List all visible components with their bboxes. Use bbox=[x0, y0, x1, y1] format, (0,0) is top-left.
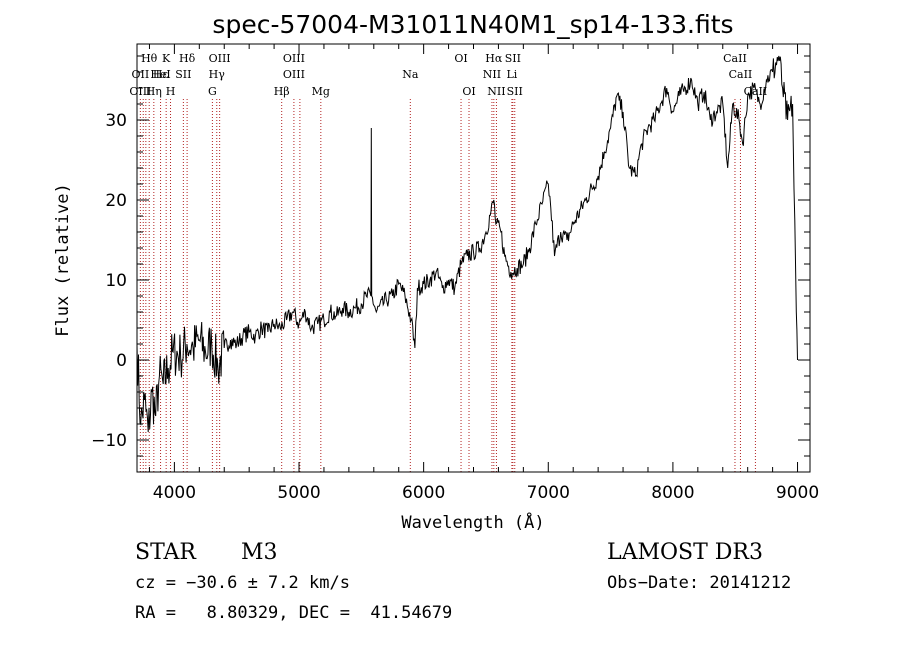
line-id-label-7: HeI bbox=[150, 68, 170, 81]
line-id-label-26: CaII bbox=[723, 52, 747, 65]
line-id-label-21: SII bbox=[505, 52, 521, 65]
object-subclass: M3 bbox=[241, 540, 278, 565]
line-id-label-23: Li bbox=[506, 68, 517, 81]
x-axis-label: Wavelength (Å) bbox=[401, 511, 544, 533]
line-id-label-4: Hε bbox=[153, 68, 169, 81]
spectrum-series-line bbox=[136, 55, 798, 433]
line-id-label-19: OI bbox=[462, 85, 475, 98]
coordinates-text: RA = 8.80329, DEC = 41.54679 bbox=[135, 603, 453, 623]
y-tick-label-1: 0 bbox=[116, 351, 127, 371]
line-id-label-17: Na bbox=[402, 68, 419, 81]
y-tick-label-3: 20 bbox=[105, 191, 127, 211]
line-id-label-11: Hγ bbox=[209, 68, 226, 81]
x-tick-label-5: 9000 bbox=[776, 483, 819, 503]
line-id-label-0: Hθ bbox=[141, 52, 158, 65]
x-tick-label-0: 4000 bbox=[153, 483, 196, 503]
line-id-label-15: Hβ bbox=[274, 85, 290, 98]
object-class: STAR bbox=[135, 540, 196, 565]
line-id-label-12: G bbox=[208, 85, 217, 98]
line-id-label-25: SII bbox=[507, 85, 523, 98]
line-id-label-1: OII bbox=[132, 68, 150, 81]
line-id-label-6: Hδ bbox=[179, 52, 196, 65]
survey-name: LAMOST DR3 bbox=[607, 540, 763, 565]
x-tick-label-2: 6000 bbox=[402, 483, 445, 503]
line-id-label-5: Hη bbox=[146, 85, 162, 98]
chart-title: spec-57004-M31011N40M1_sp14-133.fits bbox=[212, 10, 733, 39]
line-id-label-9: H bbox=[166, 85, 176, 98]
line-id-label-22: NII bbox=[483, 68, 501, 81]
y-tick-label-2: 10 bbox=[105, 271, 127, 291]
line-id-label-13: OIII bbox=[283, 52, 305, 65]
y-tick-label-4: 30 bbox=[105, 111, 127, 131]
y-tick-label-0: −10 bbox=[91, 431, 127, 451]
line-id-label-8: SII bbox=[175, 68, 191, 81]
line-id-label-14: OIII bbox=[283, 68, 305, 81]
line-id-label-3: K bbox=[162, 52, 171, 65]
x-tick-label-4: 8000 bbox=[651, 483, 694, 503]
x-tick-label-1: 5000 bbox=[277, 483, 320, 503]
line-id-label-18: OI bbox=[454, 52, 467, 65]
line-id-label-2: OIII bbox=[129, 85, 151, 98]
obs-date-text: Obs−Date: 20141212 bbox=[607, 573, 792, 593]
x-tick-label-3: 7000 bbox=[527, 483, 570, 503]
line-id-label-16: Mg bbox=[312, 85, 330, 98]
line-id-label-24: NII bbox=[487, 85, 505, 98]
velocity-text: cz = −30.6 ± 7.2 km/s bbox=[135, 573, 350, 593]
line-id-label-27: CaII bbox=[729, 68, 753, 81]
line-id-label-20: Hα bbox=[485, 52, 503, 65]
y-axis-label: Flux (relative) bbox=[53, 183, 73, 337]
line-id-label-10: OIII bbox=[209, 52, 231, 65]
